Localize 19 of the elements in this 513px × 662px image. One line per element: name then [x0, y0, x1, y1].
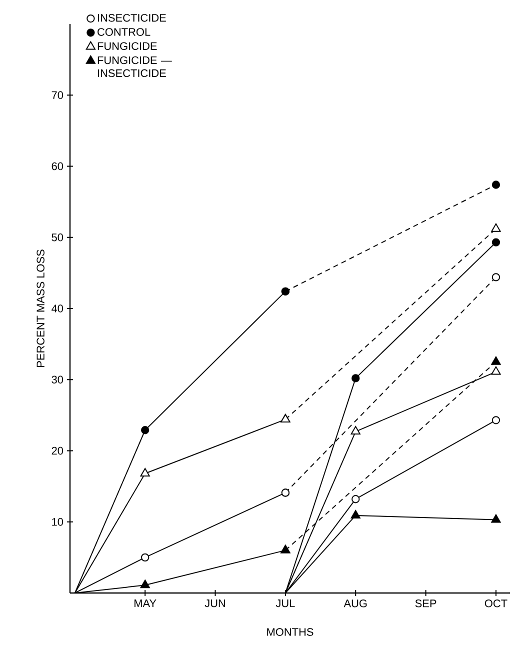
- y-tick-label: 30: [52, 376, 64, 384]
- x-tick-label: OCT: [484, 600, 508, 608]
- y-axis-title: PERCENT MASS LOSS: [36, 250, 44, 367]
- legend-label: FUNGICIDE — INSECTICIDE: [98, 56, 172, 78]
- y-tick-label: 20: [52, 446, 64, 455]
- x-tick-label: MAY: [134, 600, 156, 608]
- x-tick-label: JUN: [204, 600, 226, 608]
- y-tick-label: 40: [52, 304, 64, 312]
- legend-label: INSECTICIDE: [98, 14, 166, 22]
- y-tick-label: 50: [52, 234, 64, 242]
- y-tick-label: 10: [52, 518, 64, 526]
- y-tick-label: 60: [52, 162, 64, 170]
- x-axis-title: MONTHS: [267, 628, 314, 636]
- legend-label: FUNGICIDE: [98, 42, 157, 50]
- x-tick-label: SEP: [415, 600, 436, 608]
- x-tick-label: AUG: [344, 600, 367, 608]
- y-tick-label: 70: [52, 91, 64, 99]
- x-tick-label: JUL: [276, 600, 295, 608]
- legend-label: CONTROL: [98, 28, 150, 36]
